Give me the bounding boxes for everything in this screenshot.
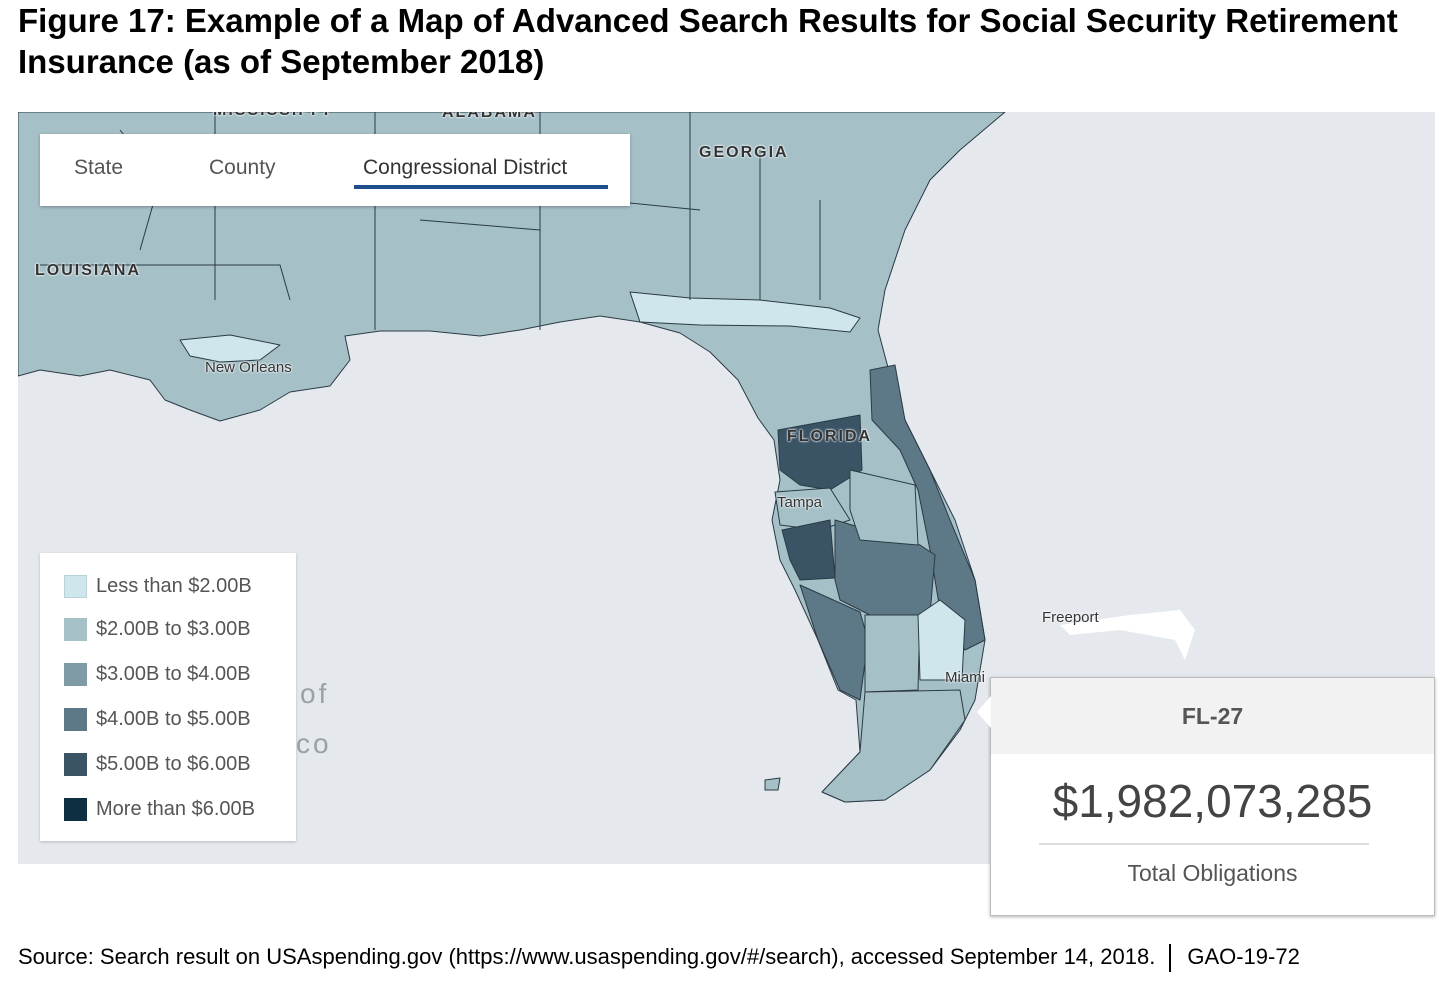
map-canvas[interactable] — [18, 112, 1435, 864]
label-new-orleans: New Orleans — [205, 359, 292, 376]
legend-label: $3.00B to $4.00B — [96, 662, 251, 685]
tooltip-pointer — [977, 696, 991, 728]
label-miami: Miami — [945, 669, 985, 686]
legend-item: $5.00B to $6.00B — [64, 752, 251, 776]
active-tab-indicator — [354, 185, 608, 189]
legend-item: Less than $2.00B — [64, 574, 252, 598]
district-new-orleans — [179, 334, 281, 363]
district-orlando — [849, 469, 919, 546]
legend-label: $2.00B to $3.00B — [96, 617, 251, 640]
tab-congressional-district[interactable]: Congressional District — [363, 156, 568, 179]
legend-swatch — [64, 662, 87, 686]
source-separator — [1169, 944, 1172, 973]
district-ne-coast — [869, 364, 986, 651]
tab-county[interactable]: County — [209, 156, 276, 179]
legend-item: $2.00B to $3.00B — [64, 617, 251, 641]
label-georgia: GEORGIA — [699, 144, 789, 161]
district-sw — [799, 584, 869, 701]
district-fl-27 — [917, 599, 966, 681]
tooltip-label: Total Obligations — [1127, 860, 1298, 886]
map-level-tabs: State County Congressional District — [40, 134, 630, 206]
legend-swatch — [64, 617, 87, 641]
state-border-lines — [40, 112, 821, 330]
report-id: GAO-19-72 — [1187, 944, 1300, 969]
label-mississippi: MISSISSIPPI — [213, 112, 330, 120]
bahamas-island — [1060, 610, 1195, 660]
legend-label: More than $6.00B — [96, 797, 255, 820]
legend-label: $4.00B to $5.00B — [96, 707, 251, 730]
tooltip-value: $1,982,073,285 — [1052, 775, 1373, 827]
legend-label: Less than $2.00B — [96, 574, 252, 597]
source-text: Source: Search result on USAspending.gov… — [18, 944, 1156, 969]
label-tampa: Tampa — [777, 494, 823, 511]
label-louisiana: LOUISIANA — [35, 262, 141, 279]
legend-swatch — [64, 707, 87, 731]
legend-label: $5.00B to $6.00B — [96, 752, 251, 775]
district-light-strip — [629, 291, 861, 333]
figure-title: Figure 17: Example of a Map of Advanced … — [18, 2, 1398, 80]
map-legend: Less than $2.00B $2.00B to $3.00B $3.00B… — [40, 553, 296, 841]
legend-swatch — [64, 752, 87, 776]
district-tooltip: FL-27 $1,982,073,285 Total Obligations — [977, 677, 1435, 916]
label-gulf-of: of — [300, 678, 330, 709]
district-south — [864, 614, 921, 693]
legend-item: $3.00B to $4.00B — [64, 662, 251, 686]
label-gulf-mexico: co — [296, 728, 332, 759]
tooltip-district: FL-27 — [991, 678, 1434, 754]
island-cuba-fragment — [764, 777, 781, 791]
figure-source: Source: Search result on USAspending.gov… — [18, 944, 1300, 973]
legend-swatch — [64, 797, 87, 821]
label-alabama: ALABAMA — [442, 112, 537, 121]
district-dark-west — [781, 519, 836, 581]
legend-item: $4.00B to $5.00B — [64, 707, 251, 731]
legend-item: More than $6.00B — [64, 797, 255, 821]
label-florida: FLORIDA — [787, 428, 873, 445]
tooltip-divider — [1039, 843, 1369, 845]
district-keys — [821, 689, 966, 803]
label-freeport: Freeport — [1042, 609, 1099, 626]
tab-state[interactable]: State — [74, 156, 124, 179]
legend-swatch — [64, 574, 87, 598]
